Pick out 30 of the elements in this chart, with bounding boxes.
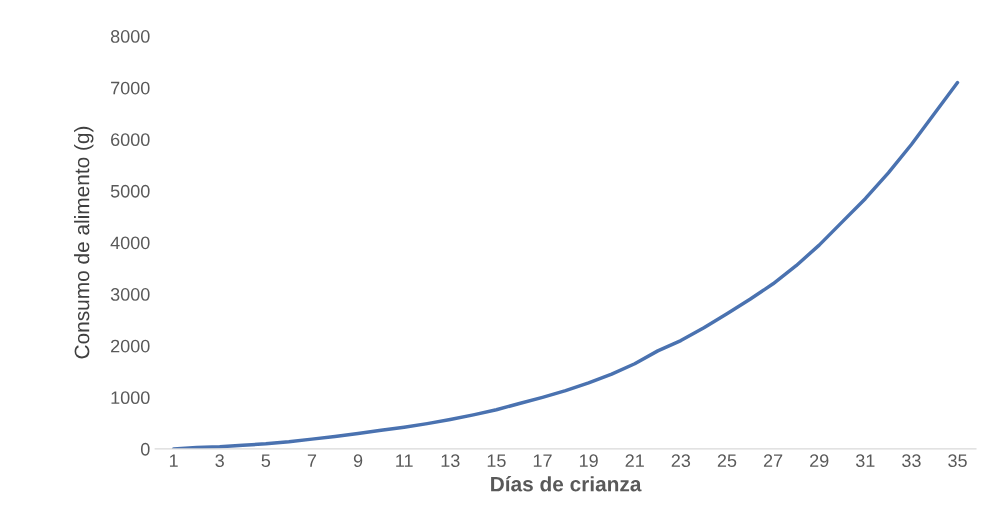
x-tick-label: 23 [671, 454, 691, 468]
x-tick-label: 1 [169, 454, 178, 467]
x-tick-label: 17 [533, 454, 552, 467]
y-tick-label: 0 [140, 442, 150, 456]
x-tick-label: 33 [902, 454, 921, 468]
x-tick-label: 25 [717, 454, 737, 468]
y-tick-label: 5000 [110, 184, 150, 198]
x-tick-label: 15 [487, 454, 506, 468]
y-axis-title: Consumo de alimento (g) [74, 126, 94, 359]
y-tick-label: 6000 [111, 133, 150, 147]
x-tick-label: 9 [353, 454, 363, 468]
y-tick-label: 8000 [110, 30, 150, 43]
x-tick-label: 7 [307, 454, 317, 467]
y-tick-label: 4000 [110, 236, 150, 250]
line-series [171, 80, 960, 449]
x-tick-label: 3 [215, 454, 224, 468]
x-tick-label: 5 [261, 454, 271, 468]
x-tick-label: 21 [625, 454, 644, 467]
y-tick-label: 3000 [110, 288, 150, 301]
x-tick-label: 13 [441, 454, 460, 468]
x-tick-label: 11 [396, 454, 413, 467]
x-tick-label: 19 [579, 454, 598, 468]
x-axis-title: Días de crianza [491, 475, 642, 492]
x-tick-label: 35 [948, 454, 967, 468]
x-tick-label: 27 [763, 454, 783, 467]
y-tick-label: 2000 [111, 339, 150, 353]
y-tick-label: 1000 [111, 391, 150, 405]
x-tick-label: 31 [855, 454, 875, 468]
y-tick-label: 7000 [111, 81, 150, 95]
x-tick-label: 29 [810, 454, 829, 468]
